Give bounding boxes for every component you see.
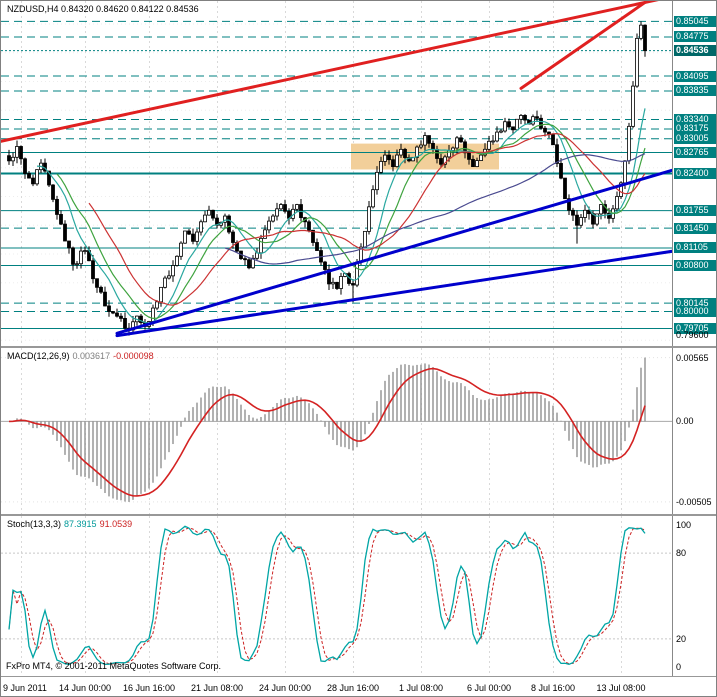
macd-scale-tick: -0.00505 <box>676 496 712 507</box>
price-level-badge: 0.84775 <box>674 31 716 43</box>
time-axis-label: 6 Jul 00:00 <box>467 683 512 693</box>
price-level-badge: 0.83005 <box>674 133 716 145</box>
price-level-badge: 0.80000 <box>674 306 716 317</box>
copyright-watermark: FxPro MT4, © 2001-2011 MetaQuotes Softwa… <box>6 661 222 671</box>
price-level-badge: 0.80800 <box>674 260 716 271</box>
price-level-badge: 0.81450 <box>674 222 716 234</box>
stoch-label: Stoch(13,3,3) 87.3915 91.0539 <box>7 519 132 529</box>
macd-name: MACD(12,26,9) <box>7 351 70 361</box>
stoch-scale-tick: 0 <box>676 662 682 673</box>
price-level-badge: 0.80145 <box>674 297 716 309</box>
stoch-name: Stoch(13,3,3) <box>7 519 62 529</box>
panel-resize-handle-2[interactable] <box>1 514 716 516</box>
stoch-scale-tick: 100 <box>676 519 692 530</box>
time-axis[interactable]: 9 Jun 2011 14 Jun 00:00 16 Jun 16:00 21 Jun… <box>1 676 716 696</box>
macd-label: MACD(12,26,9) 0.003617 -0.000098 <box>7 351 154 361</box>
macd-value-signal: -0.000098 <box>113 351 154 361</box>
current-price-badge: 0.84536 <box>674 45 716 57</box>
time-axis-label: 13 Jul 08:00 <box>596 683 646 693</box>
time-axis-label: 21 Jun 08:00 <box>191 683 244 693</box>
stoch-panel: Stoch(13,3,3) 87.3915 91.0539 100 80 20 0 <box>1 516 716 676</box>
price-level-badge: 0.82765 <box>674 147 716 158</box>
price-level-badge: 0.84095 <box>674 70 716 82</box>
stoch-scale[interactable]: 100 80 20 0 <box>672 516 716 676</box>
price-level-badge: 0.83340 <box>674 113 716 125</box>
stoch-canvas[interactable] <box>1 516 672 676</box>
time-axis-label: 8 Jul 16:00 <box>531 683 576 693</box>
time-axis-label: 28 Jun 16:00 <box>327 683 380 693</box>
macd-scale-tick: 0.00565 <box>676 352 709 363</box>
time-axis-label: 1 Jul 08:00 <box>399 683 444 693</box>
stoch-value-d: 91.0539 <box>99 519 133 529</box>
price-level-badge: 0.83175 <box>674 123 716 135</box>
macd-scale-tick: 0.00 <box>676 416 694 427</box>
stoch-scale-tick: 20 <box>676 633 687 644</box>
time-axis-label: 14 Jun 00:00 <box>59 683 112 693</box>
macd-scale[interactable]: 0.00565 0.00 -0.00505 <box>672 348 716 514</box>
macd-canvas[interactable] <box>1 348 672 514</box>
stoch-scale-tick: 80 <box>676 548 687 559</box>
time-axis-label: 24 Jun 00:00 <box>259 683 312 693</box>
main-chart-canvas[interactable] <box>1 1 672 346</box>
chart-header: NZDUSD,H4 0.84320 0.84620 0.84122 0.8453… <box>7 4 199 14</box>
price-level-badge: 0.83835 <box>674 85 716 97</box>
macd-value-main: 0.003617 <box>72 351 111 361</box>
macd-panel: MACD(12,26,9) 0.003617 -0.000098 0.00565 0.… <box>1 348 716 514</box>
price-level-badge: 0.81105 <box>674 242 716 254</box>
price-scale[interactable]: 0.85045 0.84775 0.84536 0.84095 0.83835 0.833… <box>672 1 716 346</box>
price-level-badge: 0.79705 <box>674 322 716 334</box>
price-level-badge: 0.81755 <box>674 205 716 217</box>
main-chart-panel: NZDUSD,H4 0.84320 0.84620 0.84122 0.8453… <box>1 1 716 346</box>
panel-resize-handle-1[interactable] <box>1 346 716 348</box>
price-level-badge: 0.82400 <box>674 168 716 179</box>
stoch-value-k: 87.3915 <box>64 519 97 529</box>
price-level-badge: 0.85045 <box>674 15 716 27</box>
time-axis-label: 16 Jun 16:00 <box>123 683 176 693</box>
price-scale-tick: 0.79600 <box>676 329 709 340</box>
time-axis-label: 9 Jun 2011 <box>3 683 47 693</box>
